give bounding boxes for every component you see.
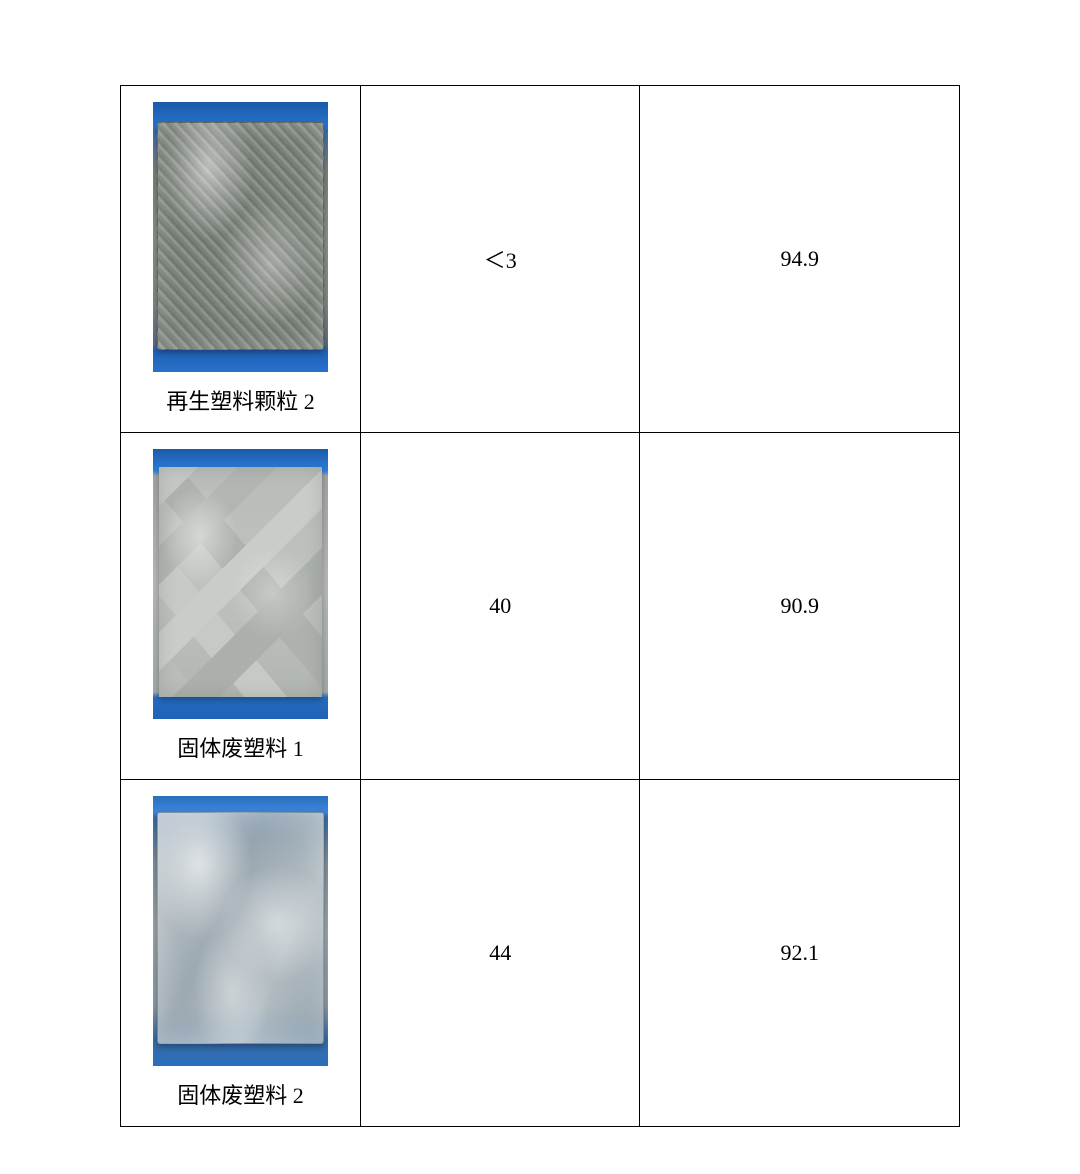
- sample-label: 固体废塑料 1: [177, 731, 304, 763]
- cell-value-1: 44: [360, 780, 640, 1127]
- sample-photo-icon: [153, 449, 328, 719]
- cell-value-1: 40: [360, 433, 640, 780]
- table-row: 固体废塑料 2 44 92.1: [121, 780, 960, 1127]
- photo-content: [159, 467, 322, 697]
- cell-sample: 固体废塑料 1: [121, 433, 361, 780]
- photo-content: [157, 122, 324, 350]
- sample-label: 再生塑料颗粒 2: [166, 384, 315, 416]
- document-table-container: 再生塑料颗粒 2 ＜3 94.9 固体废塑料 1 40: [120, 85, 960, 1127]
- sample-wrapper: 固体废塑料 2: [131, 796, 350, 1110]
- table-body: 再生塑料颗粒 2 ＜3 94.9 固体废塑料 1 40: [121, 86, 960, 1127]
- sample-wrapper: 再生塑料颗粒 2: [131, 102, 350, 416]
- cell-sample: 再生塑料颗粒 2: [121, 86, 361, 433]
- samples-table: 再生塑料颗粒 2 ＜3 94.9 固体废塑料 1 40: [120, 85, 960, 1127]
- cell-sample: 固体废塑料 2: [121, 780, 361, 1127]
- sample-photo-icon: [153, 796, 328, 1066]
- table-row: 固体废塑料 1 40 90.9: [121, 433, 960, 780]
- cell-value-2: 92.1: [640, 780, 960, 1127]
- photo-content: [157, 812, 324, 1044]
- cell-value-2: 90.9: [640, 433, 960, 780]
- cell-value-2: 94.9: [640, 86, 960, 433]
- cell-value-1: ＜3: [360, 86, 640, 433]
- sample-photo-icon: [153, 102, 328, 372]
- sample-wrapper: 固体废塑料 1: [131, 449, 350, 763]
- table-row: 再生塑料颗粒 2 ＜3 94.9: [121, 86, 960, 433]
- sample-label: 固体废塑料 2: [177, 1078, 304, 1110]
